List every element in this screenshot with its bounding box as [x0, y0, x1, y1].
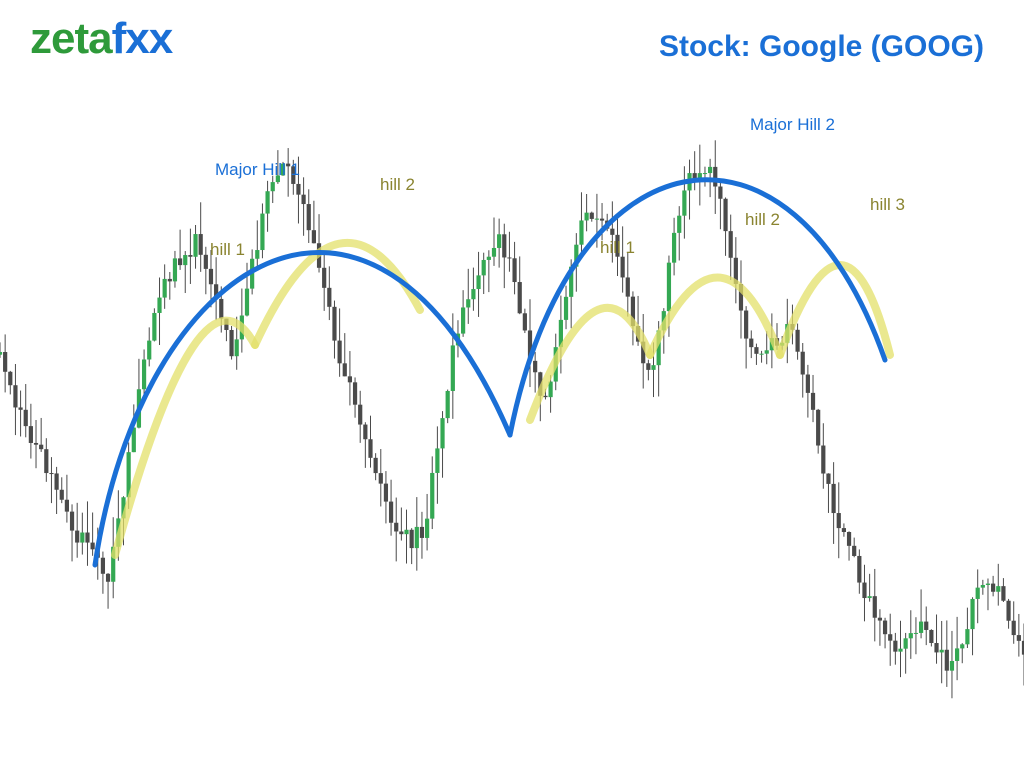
hill-label: hill 3: [870, 195, 905, 215]
minor-hill-arc: [530, 308, 650, 420]
price-chart: [0, 0, 1024, 768]
hill-label: hill 2: [380, 175, 415, 195]
hill-label: hill 2: [745, 210, 780, 230]
hill-label: hill 1: [600, 238, 635, 258]
minor-hill-arc: [115, 321, 255, 555]
hill-label: hill 1: [210, 240, 245, 260]
hill-label: Major Hill 1: [215, 160, 300, 180]
hill-label: Major Hill 2: [750, 115, 835, 135]
